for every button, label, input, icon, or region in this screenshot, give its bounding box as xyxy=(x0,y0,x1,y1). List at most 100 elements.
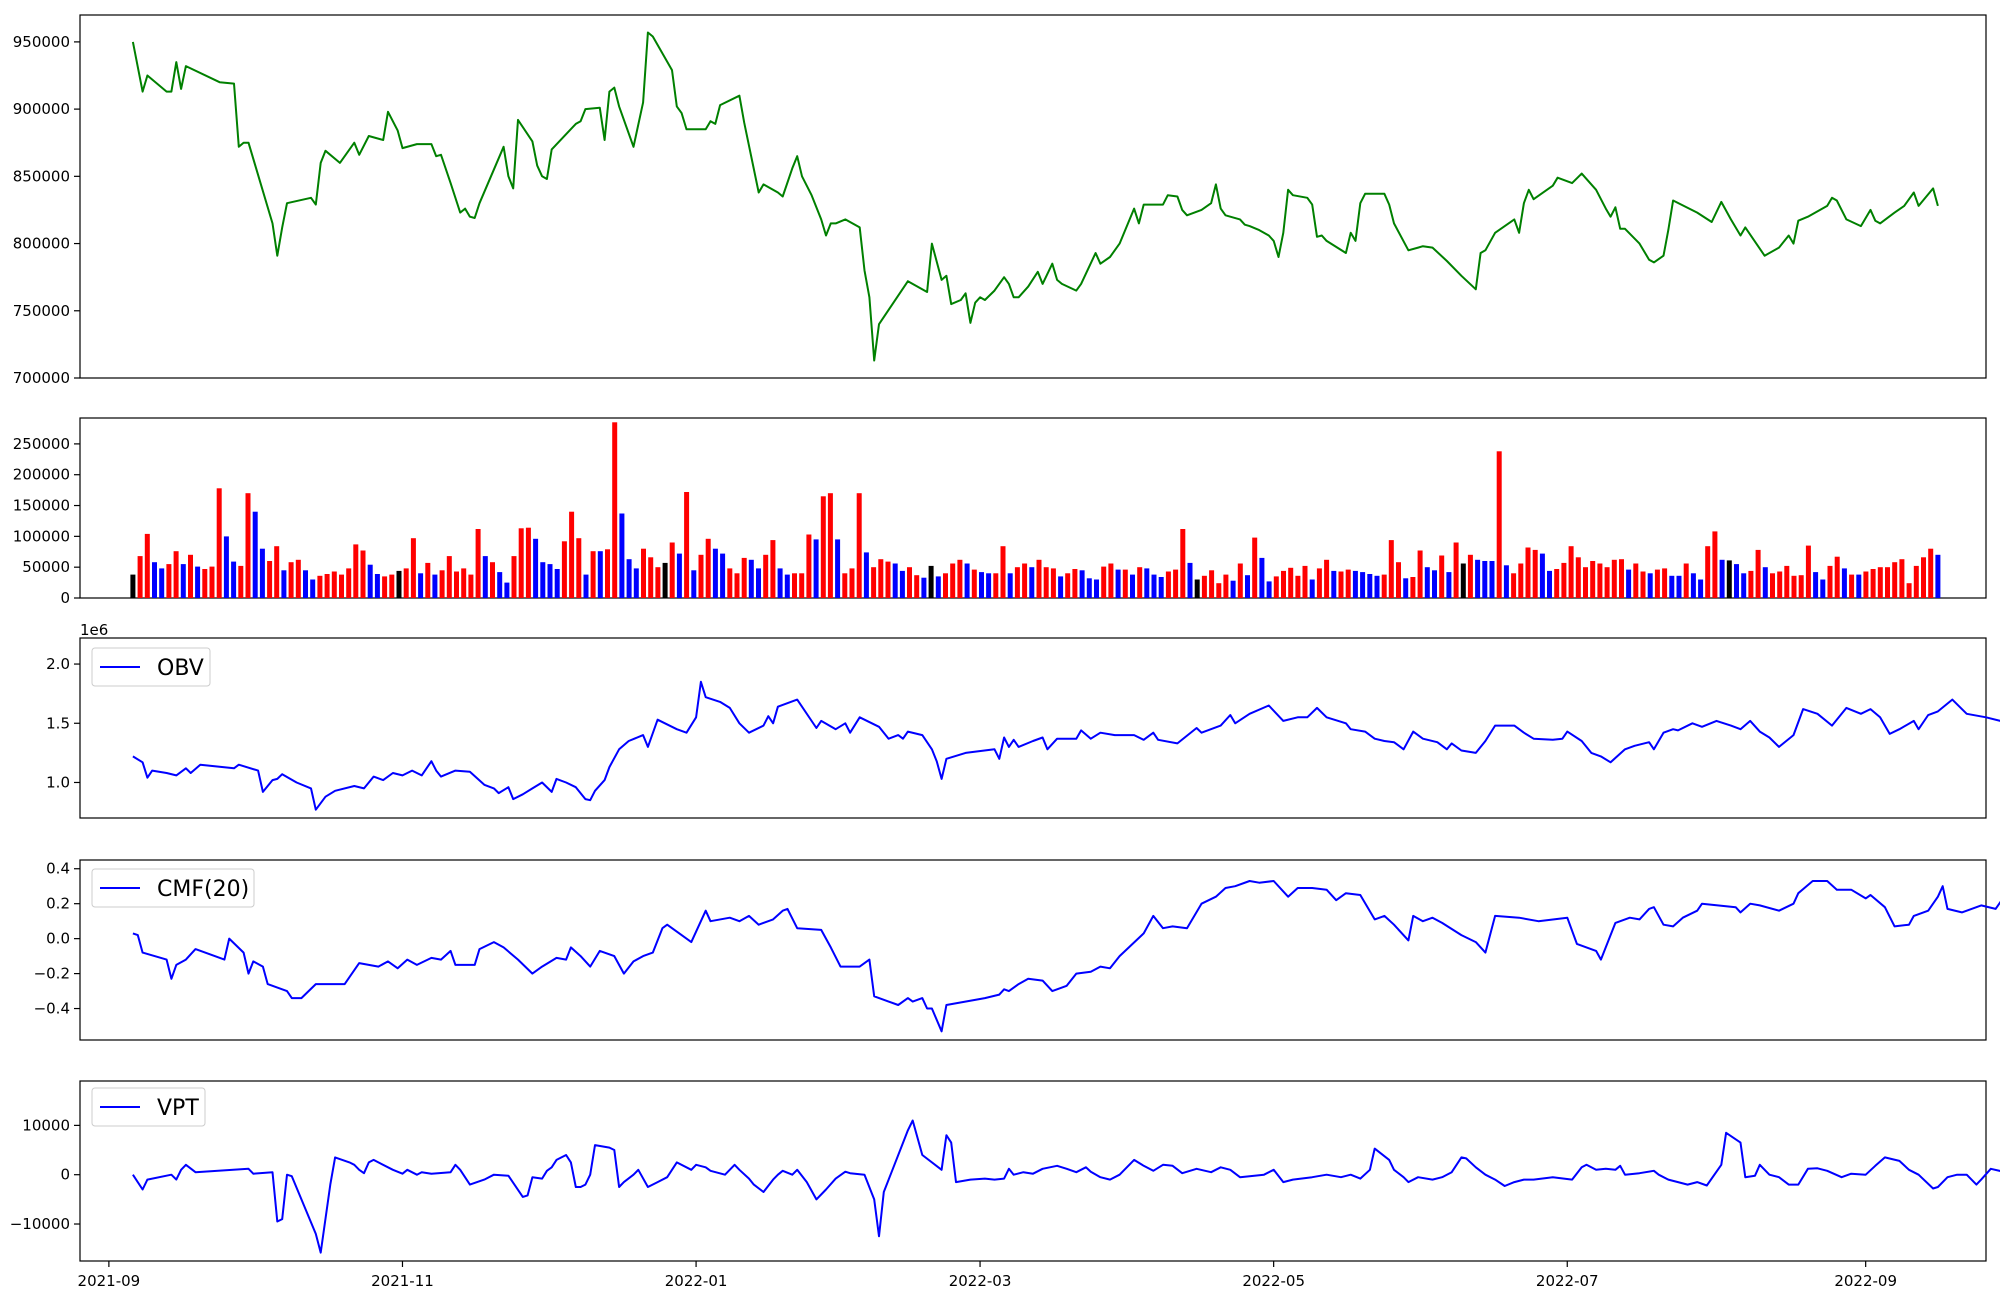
volume-bar xyxy=(1805,545,1811,598)
volume-bar xyxy=(1726,560,1732,598)
volume-bar xyxy=(1798,575,1804,598)
volume-bar xyxy=(1755,549,1761,598)
volume-bar xyxy=(979,572,984,598)
volume-bar xyxy=(957,559,963,598)
volume-bar xyxy=(662,562,668,598)
volume-bar xyxy=(1928,548,1934,598)
volume-bar xyxy=(770,540,776,598)
volume-bar xyxy=(871,567,877,598)
price-ytick-label: 800000 xyxy=(13,235,70,253)
volume-bar xyxy=(1777,571,1783,598)
obv-panel: 1e6 1.0 1.5 2.0 xyxy=(46,621,2000,819)
xtick-label: 2021-09 xyxy=(78,1272,141,1290)
volume-bar xyxy=(1834,556,1840,598)
obv-series-line xyxy=(132,680,2000,811)
volume-bar xyxy=(1316,568,1322,598)
volume-bar xyxy=(741,557,747,598)
volume-bar xyxy=(439,570,445,598)
volume-bar xyxy=(209,566,215,598)
volume-bar xyxy=(1640,571,1646,598)
volume-bar xyxy=(1259,557,1265,598)
obv-ytick-label: 2.0 xyxy=(46,655,70,673)
volume-bar xyxy=(252,511,258,598)
volume-bar xyxy=(827,493,833,598)
volume-bar xyxy=(1568,546,1574,598)
volume-bar xyxy=(1518,563,1524,598)
volume-bar xyxy=(396,570,402,598)
cmf-legend-box xyxy=(91,868,255,908)
volume-bar xyxy=(1144,568,1150,598)
volume-bar xyxy=(1489,561,1495,598)
volume-bar xyxy=(1137,567,1143,598)
volume-bar xyxy=(374,574,380,598)
cmf-ytick-label: −0.4 xyxy=(34,1000,70,1018)
volume-bar xyxy=(1432,570,1437,598)
volume-bar xyxy=(1604,567,1610,598)
volume-bar xyxy=(1000,546,1006,598)
price-axes-frame xyxy=(79,14,1987,379)
volume-bar xyxy=(454,571,459,598)
volume-bar xyxy=(540,562,546,598)
volume-bar xyxy=(310,579,316,598)
volume-bar xyxy=(231,561,237,598)
volume-bar xyxy=(432,574,438,598)
obv-legend-box xyxy=(91,647,211,687)
volume-bar xyxy=(425,562,431,598)
volume-bar xyxy=(1453,542,1459,598)
cmf-ytick-label: 0.2 xyxy=(46,895,70,913)
price-ytick-label: 700000 xyxy=(13,369,70,387)
volume-bar xyxy=(1295,575,1301,598)
volume-bar xyxy=(1683,563,1689,598)
xtick-label: 2022-05 xyxy=(1242,1272,1305,1290)
volume-bar xyxy=(238,565,244,598)
volume-bar xyxy=(1633,563,1639,598)
volume-bar xyxy=(1201,575,1207,598)
volume-bar xyxy=(561,541,567,598)
volume-bar xyxy=(245,493,251,598)
volume-bar xyxy=(1547,570,1552,598)
volume-bar xyxy=(1561,562,1567,598)
volume-bar xyxy=(1302,565,1308,598)
volume-bar xyxy=(720,553,726,598)
volume-bar xyxy=(1194,579,1200,598)
volume-bar xyxy=(1619,559,1624,598)
volume-bar xyxy=(993,573,999,598)
volume-bar xyxy=(288,562,294,598)
volume-bar xyxy=(317,575,323,598)
volume-bar xyxy=(1813,572,1819,598)
vpt-ytick-label: −10000 xyxy=(10,1215,70,1233)
volume-bar xyxy=(1388,540,1394,598)
volume-bar xyxy=(734,573,740,598)
volume-bar xyxy=(569,511,575,598)
volume-bar xyxy=(1913,565,1919,598)
volume-bar xyxy=(353,544,359,598)
volume-bar xyxy=(1130,574,1135,598)
volume-bar xyxy=(698,554,704,598)
volume-bar xyxy=(1352,570,1358,598)
obv-ytick-label: 1.5 xyxy=(46,714,70,732)
volume-bar xyxy=(1460,563,1466,598)
xtick-label: 2022-03 xyxy=(949,1272,1012,1290)
volume-panel: 0 50000 100000 150000 200000 250000 xyxy=(13,417,1987,607)
volume-bar xyxy=(1482,561,1488,598)
volume-bar xyxy=(792,573,797,598)
volume-bar xyxy=(367,564,373,598)
price-ytick-label: 750000 xyxy=(13,302,70,320)
volume-bar xyxy=(389,574,395,598)
volume-bar xyxy=(1849,574,1855,598)
volume-bar xyxy=(1122,569,1128,598)
volume-bar xyxy=(446,556,452,598)
volume-bar xyxy=(1439,555,1445,598)
volume-bar xyxy=(202,569,208,598)
volume-bar xyxy=(943,573,948,598)
volume-bar xyxy=(1525,547,1531,598)
volume-bar xyxy=(1252,537,1258,598)
volume-bar xyxy=(1597,563,1603,598)
volume-bar xyxy=(1748,570,1754,598)
volume-bar xyxy=(1590,561,1596,598)
volume-bar xyxy=(1856,574,1862,598)
price-ytick-label: 950000 xyxy=(13,33,70,51)
volume-bar xyxy=(1784,565,1790,598)
volume-bar xyxy=(1345,569,1351,598)
volume-bar xyxy=(950,563,956,598)
